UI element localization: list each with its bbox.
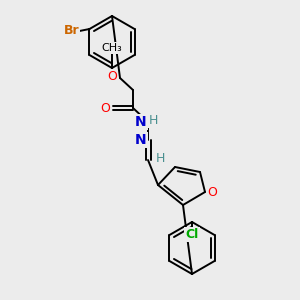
Text: Br: Br [64,25,79,38]
Text: N: N [135,133,147,147]
Text: O: O [107,70,117,83]
Text: O: O [100,101,110,115]
Text: H: H [155,152,165,164]
Text: O: O [207,187,217,200]
Text: H: H [148,113,158,127]
Text: Cl: Cl [185,227,199,241]
Text: CH₃: CH₃ [102,43,122,53]
Text: N: N [135,115,147,129]
